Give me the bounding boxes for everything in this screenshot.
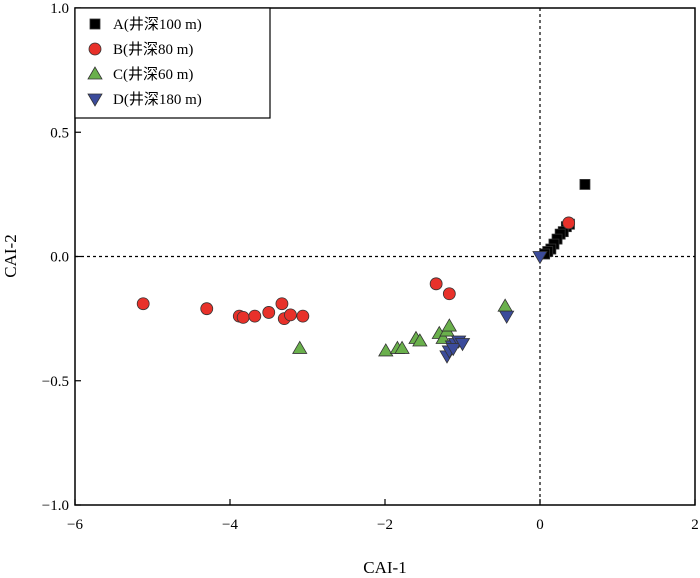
legend-marker — [87, 93, 103, 107]
x-tick-label: −4 — [222, 517, 238, 533]
y-axis: −1.0 −0.5 0.0 0.5 1.0 — [42, 1, 81, 514]
data-point — [562, 216, 576, 230]
legend-label: B(井深80 m) — [113, 41, 193, 58]
y-axis-title: CAI-2 — [1, 234, 20, 277]
data-points — [136, 179, 591, 364]
y-tick-label: −0.5 — [42, 374, 69, 390]
data-point — [378, 343, 394, 357]
data-point — [275, 297, 289, 311]
legend-label: C(井深60 m) — [113, 66, 193, 83]
x-tick-label: 2 — [691, 517, 699, 533]
data-point — [498, 310, 515, 324]
data-point — [441, 318, 458, 332]
data-point — [445, 343, 461, 357]
y-tick-label: 1.0 — [50, 1, 69, 17]
series-triangle-up — [292, 298, 513, 357]
data-point — [248, 309, 262, 323]
data-point — [292, 340, 308, 354]
legend-entry: B(井深80 m) — [88, 41, 193, 58]
data-point — [284, 308, 297, 322]
data-point — [136, 297, 150, 311]
legend-entry: A(井深100 m) — [89, 16, 202, 33]
y-tick-label: −1.0 — [42, 498, 69, 514]
legend-marker — [87, 66, 103, 80]
x-tick-label: −6 — [67, 517, 83, 533]
data-point — [296, 309, 310, 323]
legend-entry: C(井深60 m) — [87, 66, 193, 83]
legend-label: D(井深180 m) — [113, 91, 202, 108]
series-triangle-down — [439, 251, 548, 364]
x-axis-title: CAI-1 — [363, 558, 406, 577]
legend-marker — [88, 42, 102, 56]
x-tick-label: 0 — [536, 517, 544, 533]
data-point — [454, 338, 471, 352]
x-axis: −6 −4 −2 0 2 — [67, 499, 699, 533]
legend: A(井深100 m) B(井深80 m) C(井深60 m) D(井深180 m) — [74, 7, 271, 119]
data-point — [236, 310, 250, 324]
data-point — [429, 277, 443, 291]
legend-label: A(井深100 m) — [113, 16, 202, 33]
data-point — [200, 302, 214, 316]
series-circle — [136, 216, 576, 326]
data-point — [435, 330, 451, 344]
data-point — [532, 251, 548, 265]
data-point — [262, 306, 276, 319]
data-point — [412, 333, 428, 347]
y-tick-label: 0.0 — [50, 250, 69, 266]
y-tick-label: 0.5 — [50, 125, 69, 141]
legend-entry: D(井深180 m) — [87, 91, 202, 108]
data-point — [579, 179, 591, 190]
legend-box — [74, 7, 271, 119]
legend-marker — [89, 18, 101, 30]
data-point — [442, 287, 456, 301]
x-tick-label: −2 — [377, 517, 393, 533]
data-point — [394, 340, 410, 354]
